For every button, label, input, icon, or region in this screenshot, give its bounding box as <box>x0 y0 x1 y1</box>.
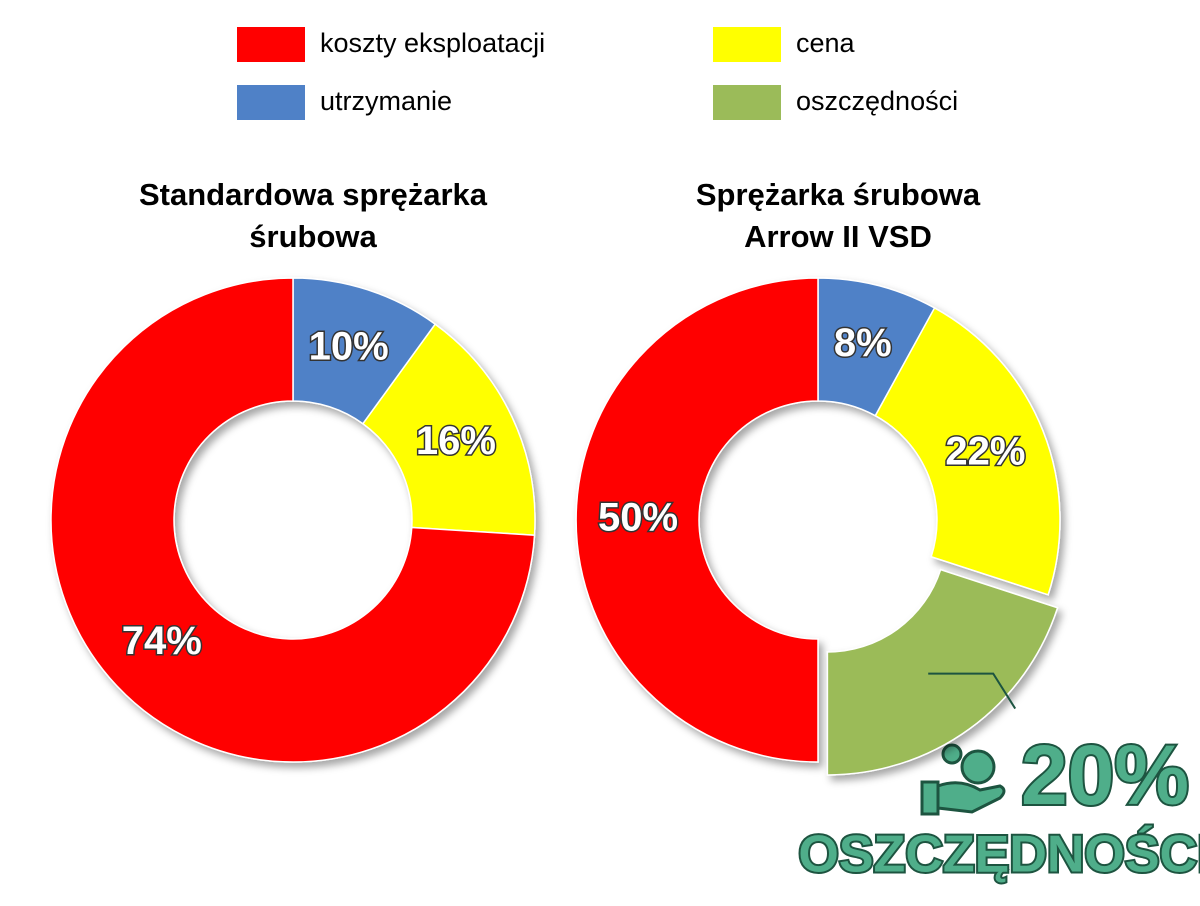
chart-title: Arrow II VSD <box>744 219 932 254</box>
legend-swatch <box>237 27 305 62</box>
donut-segment <box>575 277 819 763</box>
value-label: 20% <box>1021 728 1189 822</box>
donut-segment <box>826 568 1059 776</box>
legend-swatch <box>713 27 781 62</box>
legend-label: oszczędności <box>796 86 958 116</box>
annotation: OSZCZĘDNOŚCI <box>798 826 1200 884</box>
donut-segment <box>361 323 536 536</box>
donut <box>50 277 536 763</box>
value-label: 22% <box>945 429 1025 473</box>
value-label: 50% <box>598 496 678 540</box>
donut <box>575 277 1061 776</box>
value-label: 16% <box>416 419 496 463</box>
value-label: 74% <box>122 619 202 663</box>
legend-swatch <box>237 85 305 120</box>
chart-title: Sprężarka śrubowa <box>696 177 981 212</box>
donut-segment <box>50 277 536 763</box>
chart-title: śrubowa <box>249 219 377 254</box>
leader-line <box>928 672 1017 710</box>
savings-icon <box>920 743 1006 816</box>
legend-label: utrzymanie <box>320 86 452 116</box>
value-label: 8% <box>834 321 892 365</box>
legend-swatch <box>713 85 781 120</box>
value-label: 10% <box>309 324 389 368</box>
donut-segment <box>874 306 1061 596</box>
legend-label: koszty eksploatacji <box>320 28 545 58</box>
chart-title: Standardowa sprężarka <box>139 177 488 212</box>
legend-label: cena <box>796 28 856 58</box>
